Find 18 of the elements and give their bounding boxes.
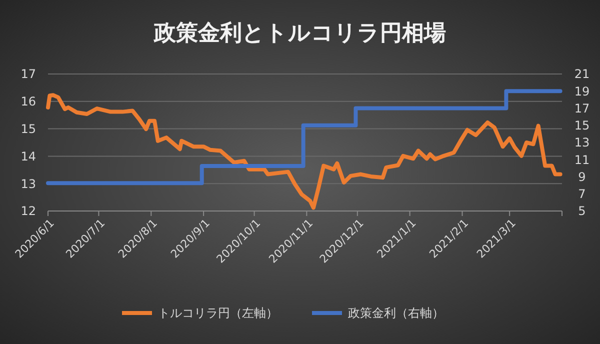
y2-tick-label: 11: [574, 152, 590, 167]
y-tick-label: 15: [20, 122, 36, 136]
legend-label: トルコリラ円（左軸）: [158, 306, 278, 320]
y2-tick-label: 19: [574, 84, 590, 98]
y2-tick-label: 5: [578, 204, 586, 218]
y2-tick-label: 17: [574, 101, 590, 116]
y-tick-label: 16: [20, 94, 36, 109]
y-tick-label: 13: [20, 176, 36, 191]
legend-label: 政策金利（右軸）: [348, 306, 444, 320]
chart-title: 政策金利とトルコリラ円相場: [153, 21, 446, 46]
y2-tick-label: 13: [574, 136, 590, 150]
y-tick-label: 14: [20, 149, 36, 164]
y-tick-label: 12: [20, 204, 36, 218]
y2-tick-label: 9: [578, 170, 586, 184]
y-tick-label: 17: [20, 67, 36, 82]
y2-tick-label: 15: [574, 118, 590, 133]
y2-tick-label: 7: [578, 187, 586, 202]
y2-tick-label: 21: [574, 67, 590, 82]
